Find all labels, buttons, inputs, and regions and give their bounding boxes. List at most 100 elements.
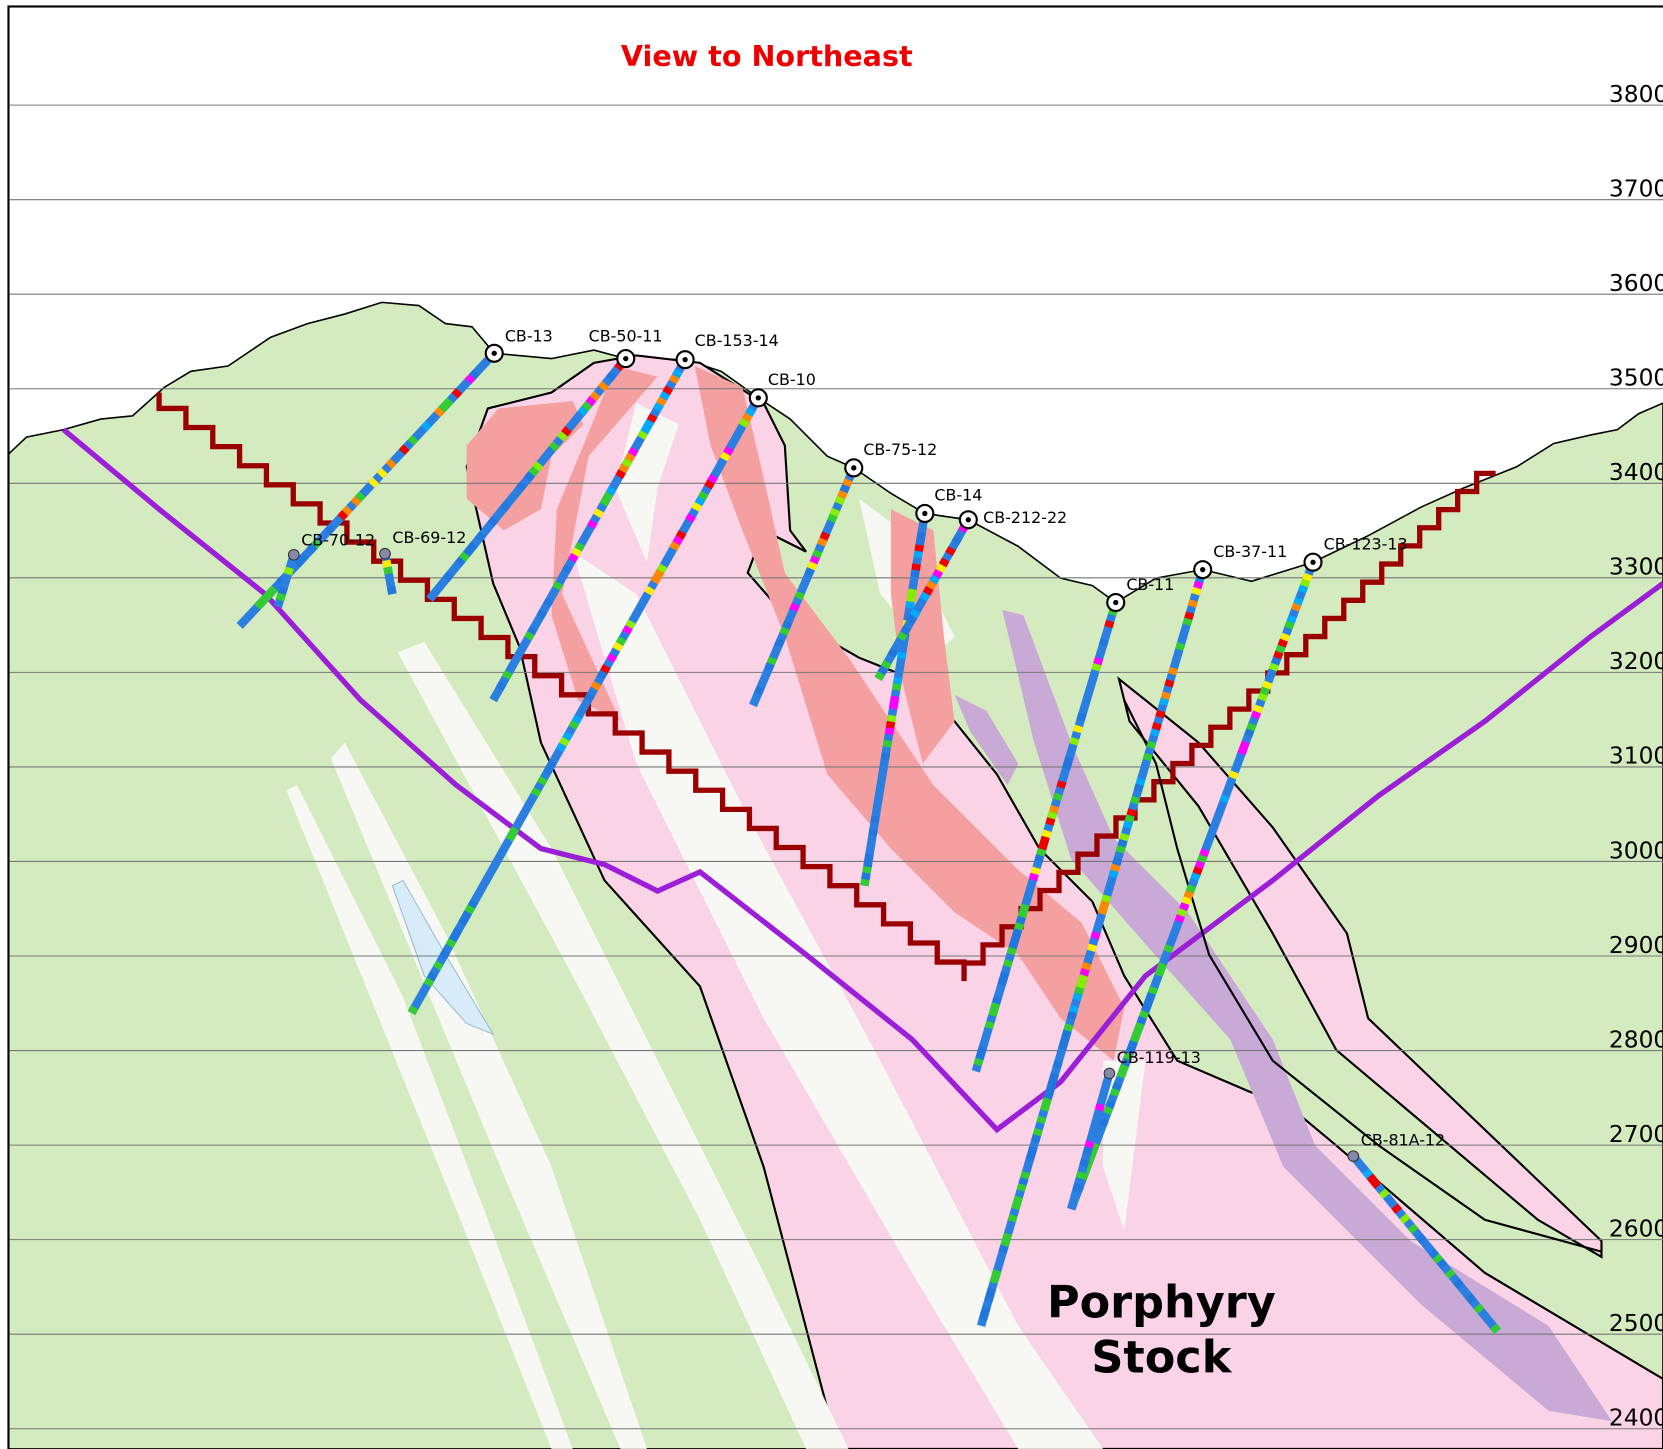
assay-interval [661,566,664,572]
assay-interval [575,717,578,723]
elevation-label: 3500 [1609,364,1663,392]
assay-interval [909,602,910,608]
assay-interval [625,460,628,466]
assay-interval [949,548,952,554]
hole-label: CB-81A-12 [1361,1131,1445,1150]
assay-interval [1257,706,1259,712]
assay-interval [1140,779,1142,785]
assay-interval [547,767,550,773]
assay-interval [380,471,384,476]
assay-interval [566,733,569,739]
assay-interval [1138,1023,1140,1029]
assay-interval [651,415,654,421]
hole-label: CB-14 [934,486,982,505]
assay-interval [1082,975,1084,981]
assay-interval [1089,1141,1091,1147]
collar-dot [966,517,971,522]
hole-label: CB-123-13 [1324,535,1408,554]
assay-interval [1073,1006,1075,1012]
assay-interval [1282,640,1284,646]
assay-interval [1127,822,1129,828]
assay-interval [270,588,274,593]
assay-interval [783,628,786,634]
assay-interval [889,728,890,734]
assay-interval [727,448,730,454]
assay-interval [629,622,632,628]
assay-interval [711,476,714,482]
assay-interval [702,493,705,499]
assay-interval [465,912,468,918]
assay-interval [280,594,282,600]
assay-interval [1288,622,1290,628]
assay-interval [430,974,433,980]
assay-interval [798,593,801,599]
assay-interval [1192,600,1194,606]
assay-interval [930,582,933,588]
assay-interval [620,638,623,644]
assay-interval [1091,945,1093,951]
assay-interval [1013,942,1015,948]
assay-interval [1120,1071,1122,1077]
assay-interval [904,628,907,634]
assay-interval [585,404,589,409]
assay-interval [341,513,345,518]
assay-interval [995,1271,997,1277]
assay-interval [743,420,746,426]
assay-interval [603,499,606,505]
elevation-label: 3000 [1609,836,1663,864]
assay-interval [1152,988,1154,994]
assay-interval [1020,917,1022,923]
assay-interval [1105,895,1107,901]
hole-label: CB-13 [505,327,553,346]
assay-interval [1071,1012,1073,1018]
assay-interval [628,455,631,461]
assay-interval [597,510,600,516]
assay-interval [345,508,349,513]
assay-interval [528,633,531,639]
assay-interval [1060,781,1062,787]
assay-interval [648,588,651,594]
assay-interval [1156,723,1158,729]
assay-interval [1109,1101,1111,1107]
collar-dot [1113,600,1118,605]
unit-label: Porphyry [1047,1276,1276,1328]
assay-interval [1002,979,1004,985]
assay-interval [885,662,888,668]
assay-interval [923,594,926,600]
assay-interval [1108,621,1110,627]
assay-interval [1179,916,1181,922]
assay-interval [808,569,811,575]
assay-interval [936,571,939,577]
elevation-label: 2700 [1609,1120,1663,1148]
assay-interval [978,1059,980,1065]
assay-interval [1190,886,1192,892]
assay-interval [427,979,430,985]
assay-interval [793,604,796,610]
assay-interval [1250,724,1252,730]
assay-interval [867,860,868,866]
assay-interval [591,522,594,528]
collar [1348,1151,1359,1162]
assay-interval [901,652,902,658]
assay-interval [588,694,591,700]
assay-interval [610,655,613,661]
assay-interval [1161,964,1163,970]
assay-interval [811,563,814,569]
collar [380,548,391,559]
assay-interval [887,741,888,747]
assay-interval [1017,1197,1019,1203]
assay-interval [297,560,301,565]
assay-interval [992,1010,994,1016]
assay-interval [1041,1117,1043,1123]
assay-interval [1068,757,1070,763]
assay-interval [1035,1135,1037,1141]
assay-interval [1201,856,1203,862]
assay-interval [541,778,544,784]
assay-interval [391,587,392,594]
collar [1104,1068,1115,1079]
assay-interval [839,498,842,504]
assay-interval [471,901,474,907]
assay-interval [1018,923,1020,929]
assay-interval [1051,812,1053,818]
assay-interval [1493,1326,1497,1331]
